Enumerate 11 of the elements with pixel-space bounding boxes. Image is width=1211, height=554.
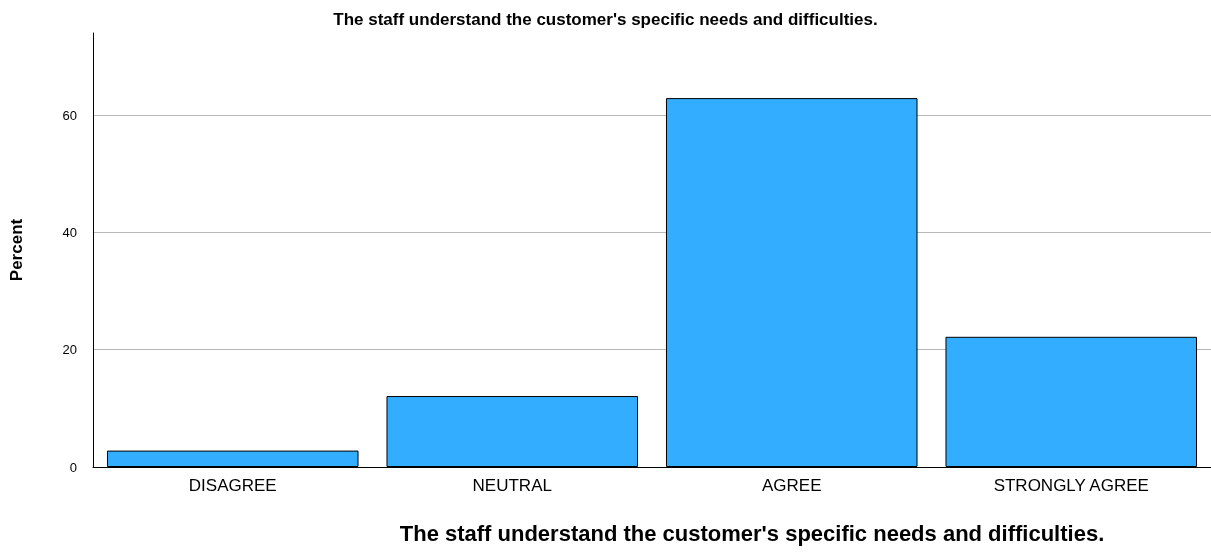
x-tick-label: STRONGLY AGREE: [993, 476, 1149, 495]
x-tick-label: NEUTRAL: [472, 476, 552, 495]
chart-title: The staff understand the customer's specific needs and difficulties.: [333, 10, 878, 29]
x-tick-label: AGREE: [761, 476, 822, 495]
y-tick-label: 20: [62, 342, 77, 358]
y-axis-title: Percent: [7, 218, 26, 282]
y-tick-label: 40: [62, 224, 77, 240]
x-axis-title: The staff understand the customer's specific needs and difficulties.: [399, 520, 1105, 546]
y-tick-label: 0: [69, 459, 77, 475]
y-tick-label: 60: [62, 107, 77, 123]
x-tick-label: DISAGREE: [188, 476, 277, 495]
